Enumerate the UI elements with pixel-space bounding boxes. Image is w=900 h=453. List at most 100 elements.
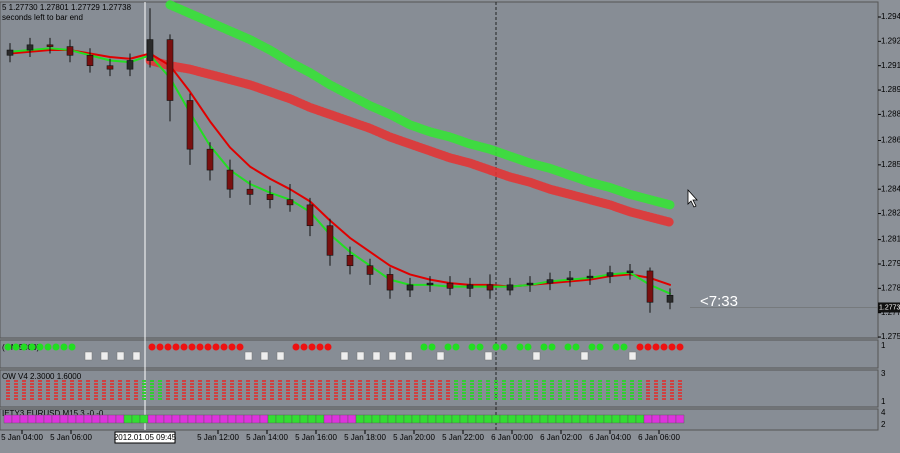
signal-dot [204, 343, 212, 351]
y-tick-label: 1.2940 [881, 12, 900, 21]
signal-dot [212, 343, 220, 351]
trend-block [659, 414, 669, 424]
panel-scale: 2 [881, 420, 886, 429]
signal-icon [276, 351, 285, 361]
y-tick-label: 1.2912 [881, 61, 900, 70]
trend-block [307, 414, 317, 424]
signal-dot [652, 343, 660, 351]
signal-dot [428, 343, 436, 351]
signal-dot [548, 343, 556, 351]
signal-icon [260, 351, 269, 361]
signal-dot [236, 343, 244, 351]
x-tick-label: 5 Jan 16:00 [295, 433, 337, 442]
signal-dot [644, 343, 652, 351]
signal-dot [12, 343, 20, 351]
trend-block [179, 414, 189, 424]
signal-icon [372, 351, 381, 361]
signal-dot [300, 343, 308, 351]
signal-dot [596, 343, 604, 351]
trend-block [483, 414, 493, 424]
band-line [145, 55, 675, 227]
signal-icon [244, 351, 253, 361]
trend-block [155, 414, 165, 424]
trend-block [619, 414, 629, 424]
trend-block [91, 414, 101, 424]
y-tick-label: 1.2812 [881, 235, 900, 244]
trend-block [675, 414, 685, 424]
trend-block [107, 414, 117, 424]
trend-block [459, 414, 469, 424]
signal-dot [620, 343, 628, 351]
trend-block [419, 414, 429, 424]
trend-block [219, 414, 229, 424]
signal-dot [660, 343, 668, 351]
x-tick-label: 5 Jan 14:00 [246, 433, 288, 442]
trend-block [163, 414, 173, 424]
trend-block [131, 414, 141, 424]
last-price-box [878, 302, 900, 313]
trend-block [435, 414, 445, 424]
signal-dot [68, 343, 76, 351]
trend-block [555, 414, 565, 424]
trend-block [579, 414, 589, 424]
candle-body [146, 39, 154, 61]
trend-block [587, 414, 597, 424]
signal-dot [228, 343, 236, 351]
x-tick-label: 5 Jan 20:00 [393, 433, 435, 442]
trend-block [67, 414, 77, 424]
signal-dot [220, 343, 228, 351]
signal-dot [36, 343, 44, 351]
trend-block [291, 414, 301, 424]
trend-block [27, 414, 37, 424]
x-tick-label: 5 Jan 22:00 [442, 433, 484, 442]
signal-dot [164, 343, 172, 351]
candle-body [666, 294, 674, 303]
trend-block [411, 414, 421, 424]
trend-block [611, 414, 621, 424]
x-tick-label: 6 Jan 04:00 [589, 433, 631, 442]
candle-body [86, 54, 94, 67]
trend-block [451, 414, 461, 424]
y-tick-label: 1.2756 [881, 332, 900, 341]
candle-body [366, 265, 374, 275]
panel-2 [0, 369, 879, 408]
trend-block [115, 414, 125, 424]
trend-block [211, 414, 221, 424]
signal-dot [524, 343, 532, 351]
timer: <7:33 [700, 293, 738, 310]
candle-body [566, 277, 574, 280]
candle-body [126, 60, 134, 70]
moving-average [9, 49, 671, 288]
trend-block [667, 414, 677, 424]
y-tick-label: 1.2798 [881, 259, 900, 268]
candle-body [6, 49, 14, 56]
trend-block [563, 414, 573, 424]
trend-block [19, 414, 29, 424]
candle-body [246, 188, 254, 195]
y-tick-label: 1.2884 [881, 110, 900, 119]
signal-dot [28, 343, 36, 351]
signal-dot [612, 343, 620, 351]
signal-dot [148, 343, 156, 351]
candle-body [66, 46, 74, 56]
trend-block [195, 414, 205, 424]
x-tick-label: 5 Jan 06:00 [50, 433, 92, 442]
x-tick-label: 5 Jan 18:00 [344, 433, 386, 442]
trend-block [235, 414, 245, 424]
signal-dot [52, 343, 60, 351]
trend-block [275, 414, 285, 424]
band-line [165, 0, 675, 210]
signal-icon [132, 351, 141, 361]
y-tick-label: 1.2869 [881, 136, 900, 145]
trend-block [51, 414, 61, 424]
panel-label: OW V4 2.3000 1.6000 [2, 372, 82, 381]
signal-dot [668, 343, 676, 351]
signal-dot [588, 343, 596, 351]
trend-block [427, 414, 437, 424]
trend-block [339, 414, 349, 424]
subheader: seconds left to bar end [2, 13, 83, 22]
signal-dot [60, 343, 68, 351]
candle-body [226, 169, 234, 190]
trend-block [11, 414, 21, 424]
